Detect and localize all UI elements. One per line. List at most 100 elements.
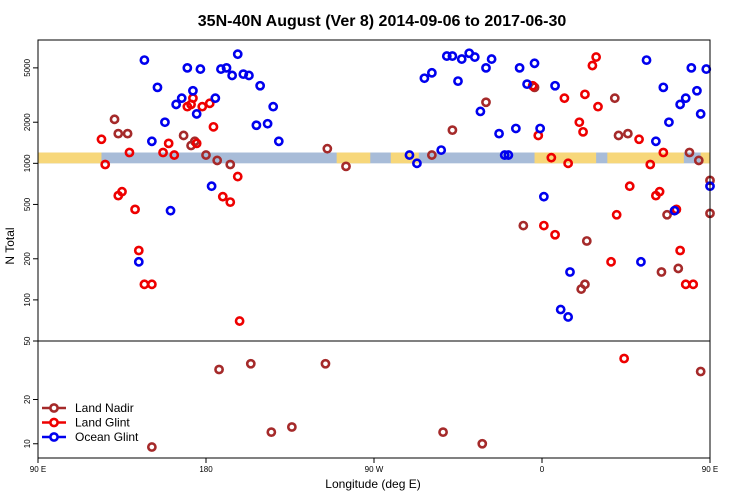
data-point [481,62,491,73]
land-band-segment [700,152,710,164]
data-point [656,267,667,277]
data-point [191,109,202,119]
y-tick-label: 500 [23,197,32,211]
data-point [675,99,686,110]
series-land-glint [96,52,699,364]
y-tick-label: 10 [23,439,32,448]
data-point [163,138,174,149]
data-point [686,62,697,73]
data-point [206,181,217,192]
data-point [550,80,560,91]
data-point [494,128,504,139]
data-point [204,98,215,109]
data-point [693,155,704,166]
data-point [320,358,331,369]
legend-marker [49,417,59,428]
data-point [225,159,236,170]
data-point [201,150,211,160]
y-tick-label: 1000 [23,154,32,172]
series-land-nadir [109,82,715,452]
data-point [404,150,415,160]
data-point [634,134,644,145]
land-band-segment [336,152,371,164]
data-point [152,82,163,93]
data-point [622,128,633,139]
data-point [109,114,120,125]
data-point [486,54,497,64]
data-point [251,120,262,131]
data-point [673,263,684,274]
data-point [563,158,574,169]
data-point [565,267,575,277]
land-band-segment [390,152,419,164]
data-point [518,220,529,231]
legend-label: Land Nadir [75,401,134,415]
legend-marker [49,403,59,413]
land-band-segment [534,152,597,164]
data-point [197,101,208,112]
data-point [559,93,570,104]
x-tick-label: 0 [540,465,545,474]
data-point [113,128,124,139]
data-point [645,159,656,170]
data-point [322,143,333,154]
data-point [510,123,521,134]
series-ocean-glint [133,48,715,322]
legend-label: Ocean Glint [75,430,139,444]
x-tick-label: 90 W [365,465,384,474]
data-point [662,209,672,220]
data-point [146,442,157,452]
data-point [286,422,297,432]
data-point [124,147,135,158]
data-point [591,52,602,62]
data-point [514,62,525,73]
data-point [210,93,221,104]
x-tick-label: 90 E [702,465,718,474]
ocean-band [38,152,710,164]
data-point [619,353,630,364]
data-point [117,186,127,197]
data-point [669,205,680,216]
data-point [441,51,452,61]
data-point [701,64,712,74]
data-point [535,123,546,134]
data-point [96,134,107,145]
data-point [232,171,243,182]
data-point [188,85,198,96]
data-point [227,70,238,81]
data-point [477,438,488,449]
data-point [555,304,566,315]
y-tick-label: 20 [23,395,32,404]
data-point [606,256,616,267]
data-point [609,93,620,104]
data-point [658,82,669,93]
land-ocean-band [38,152,710,164]
data-point [503,150,514,160]
data-point [499,150,510,160]
x-axis-ticks: 90 E 180 90 W 0 90 E [30,458,718,474]
data-point [217,191,228,202]
data-point [426,67,437,78]
data-point [574,117,585,128]
data-point [456,54,467,64]
data-point [447,125,458,136]
y-tick-label: 5000 [23,58,32,76]
data-point [160,117,170,128]
data-point [273,136,284,147]
data-point [522,79,532,90]
data-point [191,138,202,149]
data-point [538,220,549,231]
data-point [438,427,448,438]
data-point [581,236,592,246]
data-point [580,89,590,100]
data-points [96,48,715,452]
data-point [266,427,277,438]
data-point [262,118,273,129]
data-point [130,204,140,215]
land-band-segment [607,152,684,164]
data-point [234,316,245,326]
data-point [245,358,256,369]
y-tick-label: 2000 [23,113,32,131]
